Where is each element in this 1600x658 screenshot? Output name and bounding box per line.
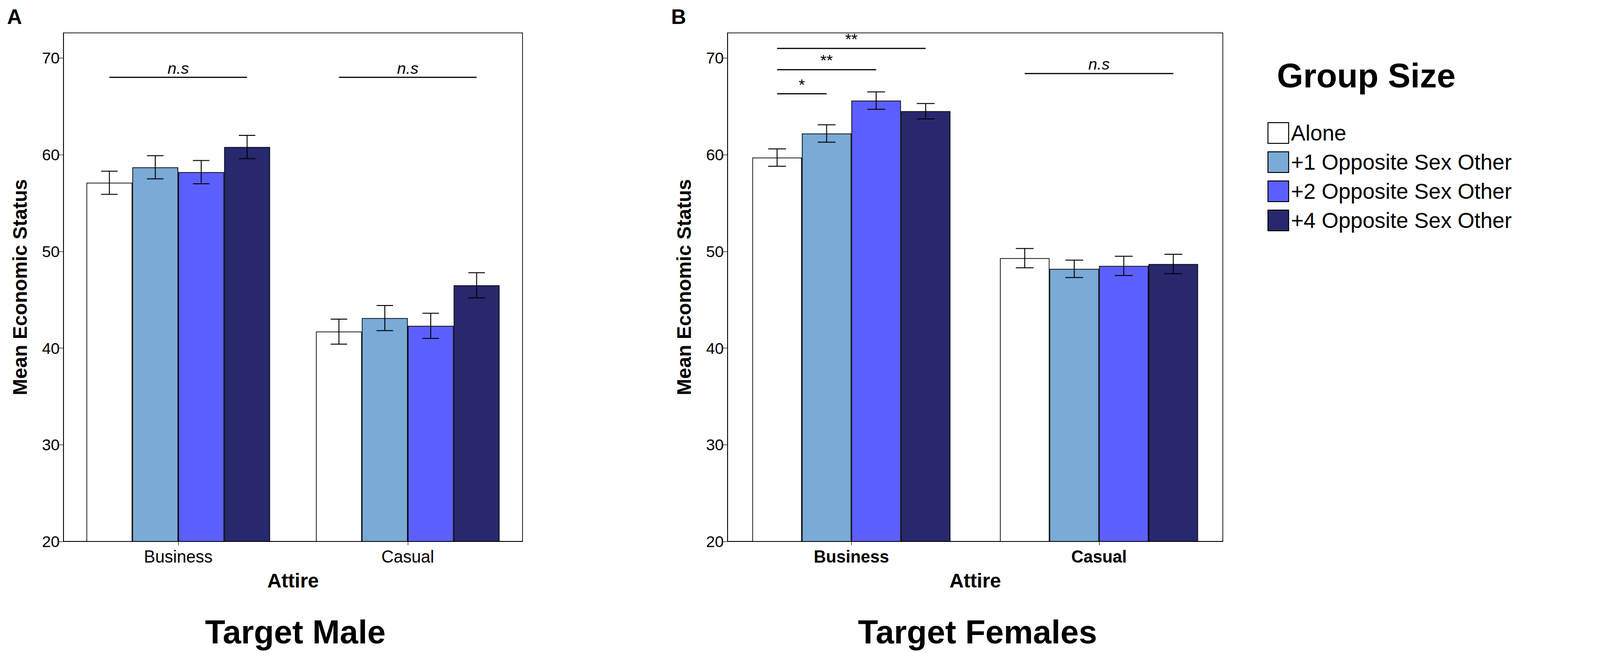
svg-text:**: **: [845, 30, 858, 48]
svg-text:Mean Economic Status: Mean Economic Status: [673, 179, 696, 396]
svg-text:70: 70: [41, 48, 60, 67]
svg-text:B: B: [671, 5, 687, 29]
svg-text:50: 50: [41, 242, 60, 261]
svg-text:Target Females: Target Females: [857, 614, 1097, 651]
svg-text:20: 20: [705, 532, 724, 551]
svg-text:30: 30: [705, 435, 724, 454]
svg-text:**: **: [820, 51, 833, 70]
svg-text:+2 Opposite Sex Other: +2 Opposite Sex Other: [1291, 179, 1512, 204]
svg-text:70: 70: [705, 48, 724, 67]
svg-text:40: 40: [705, 339, 724, 358]
svg-text:n.s: n.s: [396, 59, 419, 78]
svg-text:Business: Business: [143, 547, 213, 567]
svg-text:20: 20: [41, 532, 60, 551]
svg-text:Group Size: Group Size: [1276, 56, 1456, 95]
svg-text:Alone: Alone: [1291, 120, 1347, 146]
svg-text:n.s: n.s: [167, 59, 189, 78]
svg-text:Business: Business: [813, 547, 889, 567]
svg-text:+4 Opposite Sex Other: +4 Opposite Sex Other: [1291, 208, 1512, 233]
svg-text:Attire: Attire: [267, 570, 319, 593]
svg-text:Target Male: Target Male: [205, 614, 386, 651]
svg-text:60: 60: [41, 145, 60, 164]
svg-text:60: 60: [705, 145, 724, 164]
svg-text:Casual: Casual: [1071, 547, 1127, 567]
svg-text:*: *: [798, 75, 805, 94]
svg-text:A: A: [7, 5, 23, 29]
svg-text:50: 50: [705, 242, 724, 261]
svg-text:40: 40: [41, 339, 60, 358]
svg-text:Casual: Casual: [381, 547, 435, 567]
svg-text:Attire: Attire: [949, 570, 1002, 593]
svg-text:n.s: n.s: [1088, 55, 1110, 73]
svg-text:Mean Economic Status: Mean Economic Status: [8, 179, 32, 396]
svg-text:+1 Opposite Sex Other: +1 Opposite Sex Other: [1291, 150, 1512, 175]
svg-text:30: 30: [41, 435, 60, 454]
